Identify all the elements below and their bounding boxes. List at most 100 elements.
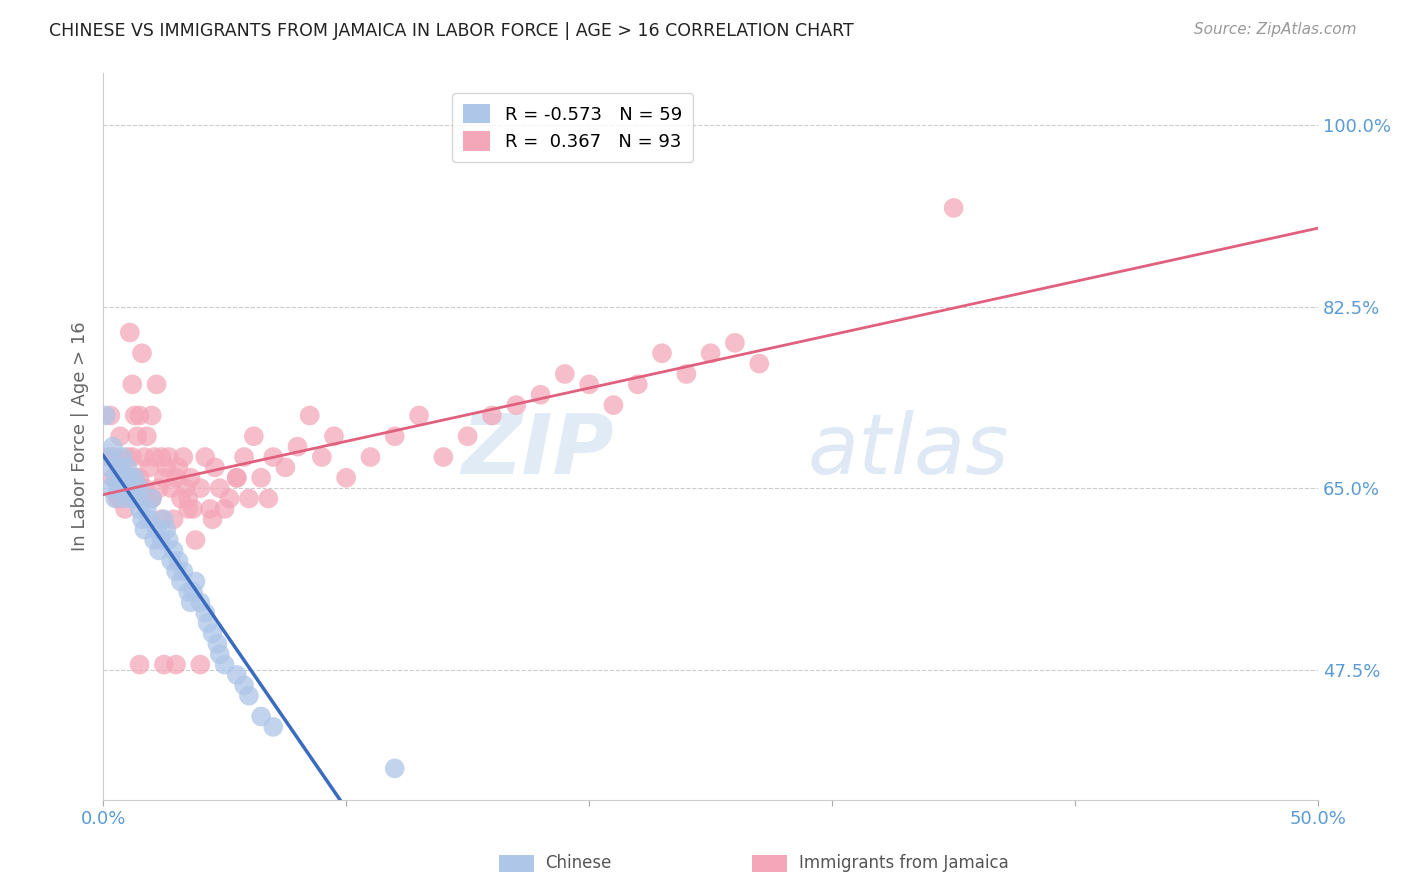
Point bbox=[238, 689, 260, 703]
Point bbox=[131, 512, 153, 526]
Point bbox=[184, 533, 207, 547]
Point bbox=[651, 346, 673, 360]
Point bbox=[148, 543, 170, 558]
Point bbox=[384, 761, 406, 775]
Point bbox=[942, 201, 965, 215]
Point bbox=[131, 346, 153, 360]
Point bbox=[225, 471, 247, 485]
Point bbox=[165, 471, 187, 485]
Point bbox=[238, 491, 260, 506]
Point bbox=[201, 626, 224, 640]
Point bbox=[134, 481, 156, 495]
Point bbox=[135, 429, 157, 443]
Point bbox=[124, 481, 146, 495]
Point bbox=[117, 450, 139, 464]
Point bbox=[111, 481, 134, 495]
Point bbox=[181, 502, 204, 516]
Point bbox=[104, 450, 127, 464]
Point bbox=[188, 595, 211, 609]
Point bbox=[204, 460, 226, 475]
Point bbox=[160, 554, 183, 568]
Point bbox=[157, 450, 180, 464]
Point bbox=[135, 502, 157, 516]
Point bbox=[108, 471, 131, 485]
Point bbox=[107, 460, 129, 475]
Point bbox=[128, 481, 150, 495]
Point bbox=[180, 471, 202, 485]
Point bbox=[117, 471, 139, 485]
Point bbox=[177, 502, 200, 516]
Point bbox=[145, 377, 167, 392]
Point bbox=[111, 460, 134, 475]
Point bbox=[170, 491, 193, 506]
Point bbox=[124, 471, 146, 485]
Point bbox=[141, 491, 163, 506]
Point bbox=[180, 595, 202, 609]
Point bbox=[94, 409, 117, 423]
Point bbox=[100, 409, 122, 423]
Point bbox=[111, 481, 134, 495]
Point bbox=[262, 720, 284, 734]
Point bbox=[207, 637, 229, 651]
Point bbox=[529, 388, 551, 402]
Point bbox=[141, 409, 163, 423]
Text: CHINESE VS IMMIGRANTS FROM JAMAICA IN LABOR FORCE | AGE > 16 CORRELATION CHART: CHINESE VS IMMIGRANTS FROM JAMAICA IN LA… bbox=[49, 22, 853, 40]
Point bbox=[194, 450, 217, 464]
Point bbox=[111, 450, 134, 464]
Text: Immigrants from Jamaica: Immigrants from Jamaica bbox=[799, 855, 1008, 872]
Point bbox=[194, 606, 217, 620]
Point bbox=[177, 585, 200, 599]
Point bbox=[104, 491, 127, 506]
Text: Chinese: Chinese bbox=[546, 855, 612, 872]
Point bbox=[148, 481, 170, 495]
Point bbox=[188, 481, 211, 495]
Point bbox=[311, 450, 333, 464]
Point bbox=[298, 409, 321, 423]
Text: Source: ZipAtlas.com: Source: ZipAtlas.com bbox=[1194, 22, 1357, 37]
Point bbox=[748, 357, 770, 371]
Point bbox=[172, 564, 194, 578]
Point bbox=[114, 491, 136, 506]
Point bbox=[104, 471, 127, 485]
Point bbox=[233, 450, 256, 464]
Point bbox=[150, 512, 173, 526]
Point bbox=[167, 554, 190, 568]
Point bbox=[108, 460, 131, 475]
Point bbox=[101, 440, 124, 454]
Point bbox=[188, 657, 211, 672]
Point bbox=[138, 512, 160, 526]
Point bbox=[141, 491, 163, 506]
Point bbox=[150, 450, 173, 464]
Point bbox=[675, 367, 697, 381]
Point bbox=[165, 657, 187, 672]
Point bbox=[100, 450, 122, 464]
Point bbox=[128, 409, 150, 423]
Point bbox=[114, 502, 136, 516]
Point bbox=[127, 491, 149, 506]
Point bbox=[107, 471, 129, 485]
Point bbox=[121, 377, 143, 392]
Point bbox=[165, 564, 187, 578]
Point bbox=[218, 491, 240, 506]
Point bbox=[107, 491, 129, 506]
Point bbox=[145, 523, 167, 537]
Point bbox=[602, 398, 624, 412]
Point bbox=[118, 326, 141, 340]
Point bbox=[198, 502, 221, 516]
Point bbox=[117, 481, 139, 495]
Point bbox=[100, 481, 122, 495]
Point bbox=[233, 678, 256, 692]
Point bbox=[225, 471, 247, 485]
Point bbox=[208, 481, 231, 495]
Point bbox=[214, 502, 236, 516]
Point bbox=[172, 450, 194, 464]
Point bbox=[627, 377, 650, 392]
Point bbox=[335, 471, 357, 485]
Point bbox=[141, 491, 163, 506]
Point bbox=[153, 512, 176, 526]
Y-axis label: In Labor Force | Age > 16: In Labor Force | Age > 16 bbox=[72, 321, 89, 551]
Point bbox=[117, 460, 139, 475]
Point bbox=[97, 460, 120, 475]
Point bbox=[432, 450, 454, 464]
Point bbox=[243, 429, 266, 443]
